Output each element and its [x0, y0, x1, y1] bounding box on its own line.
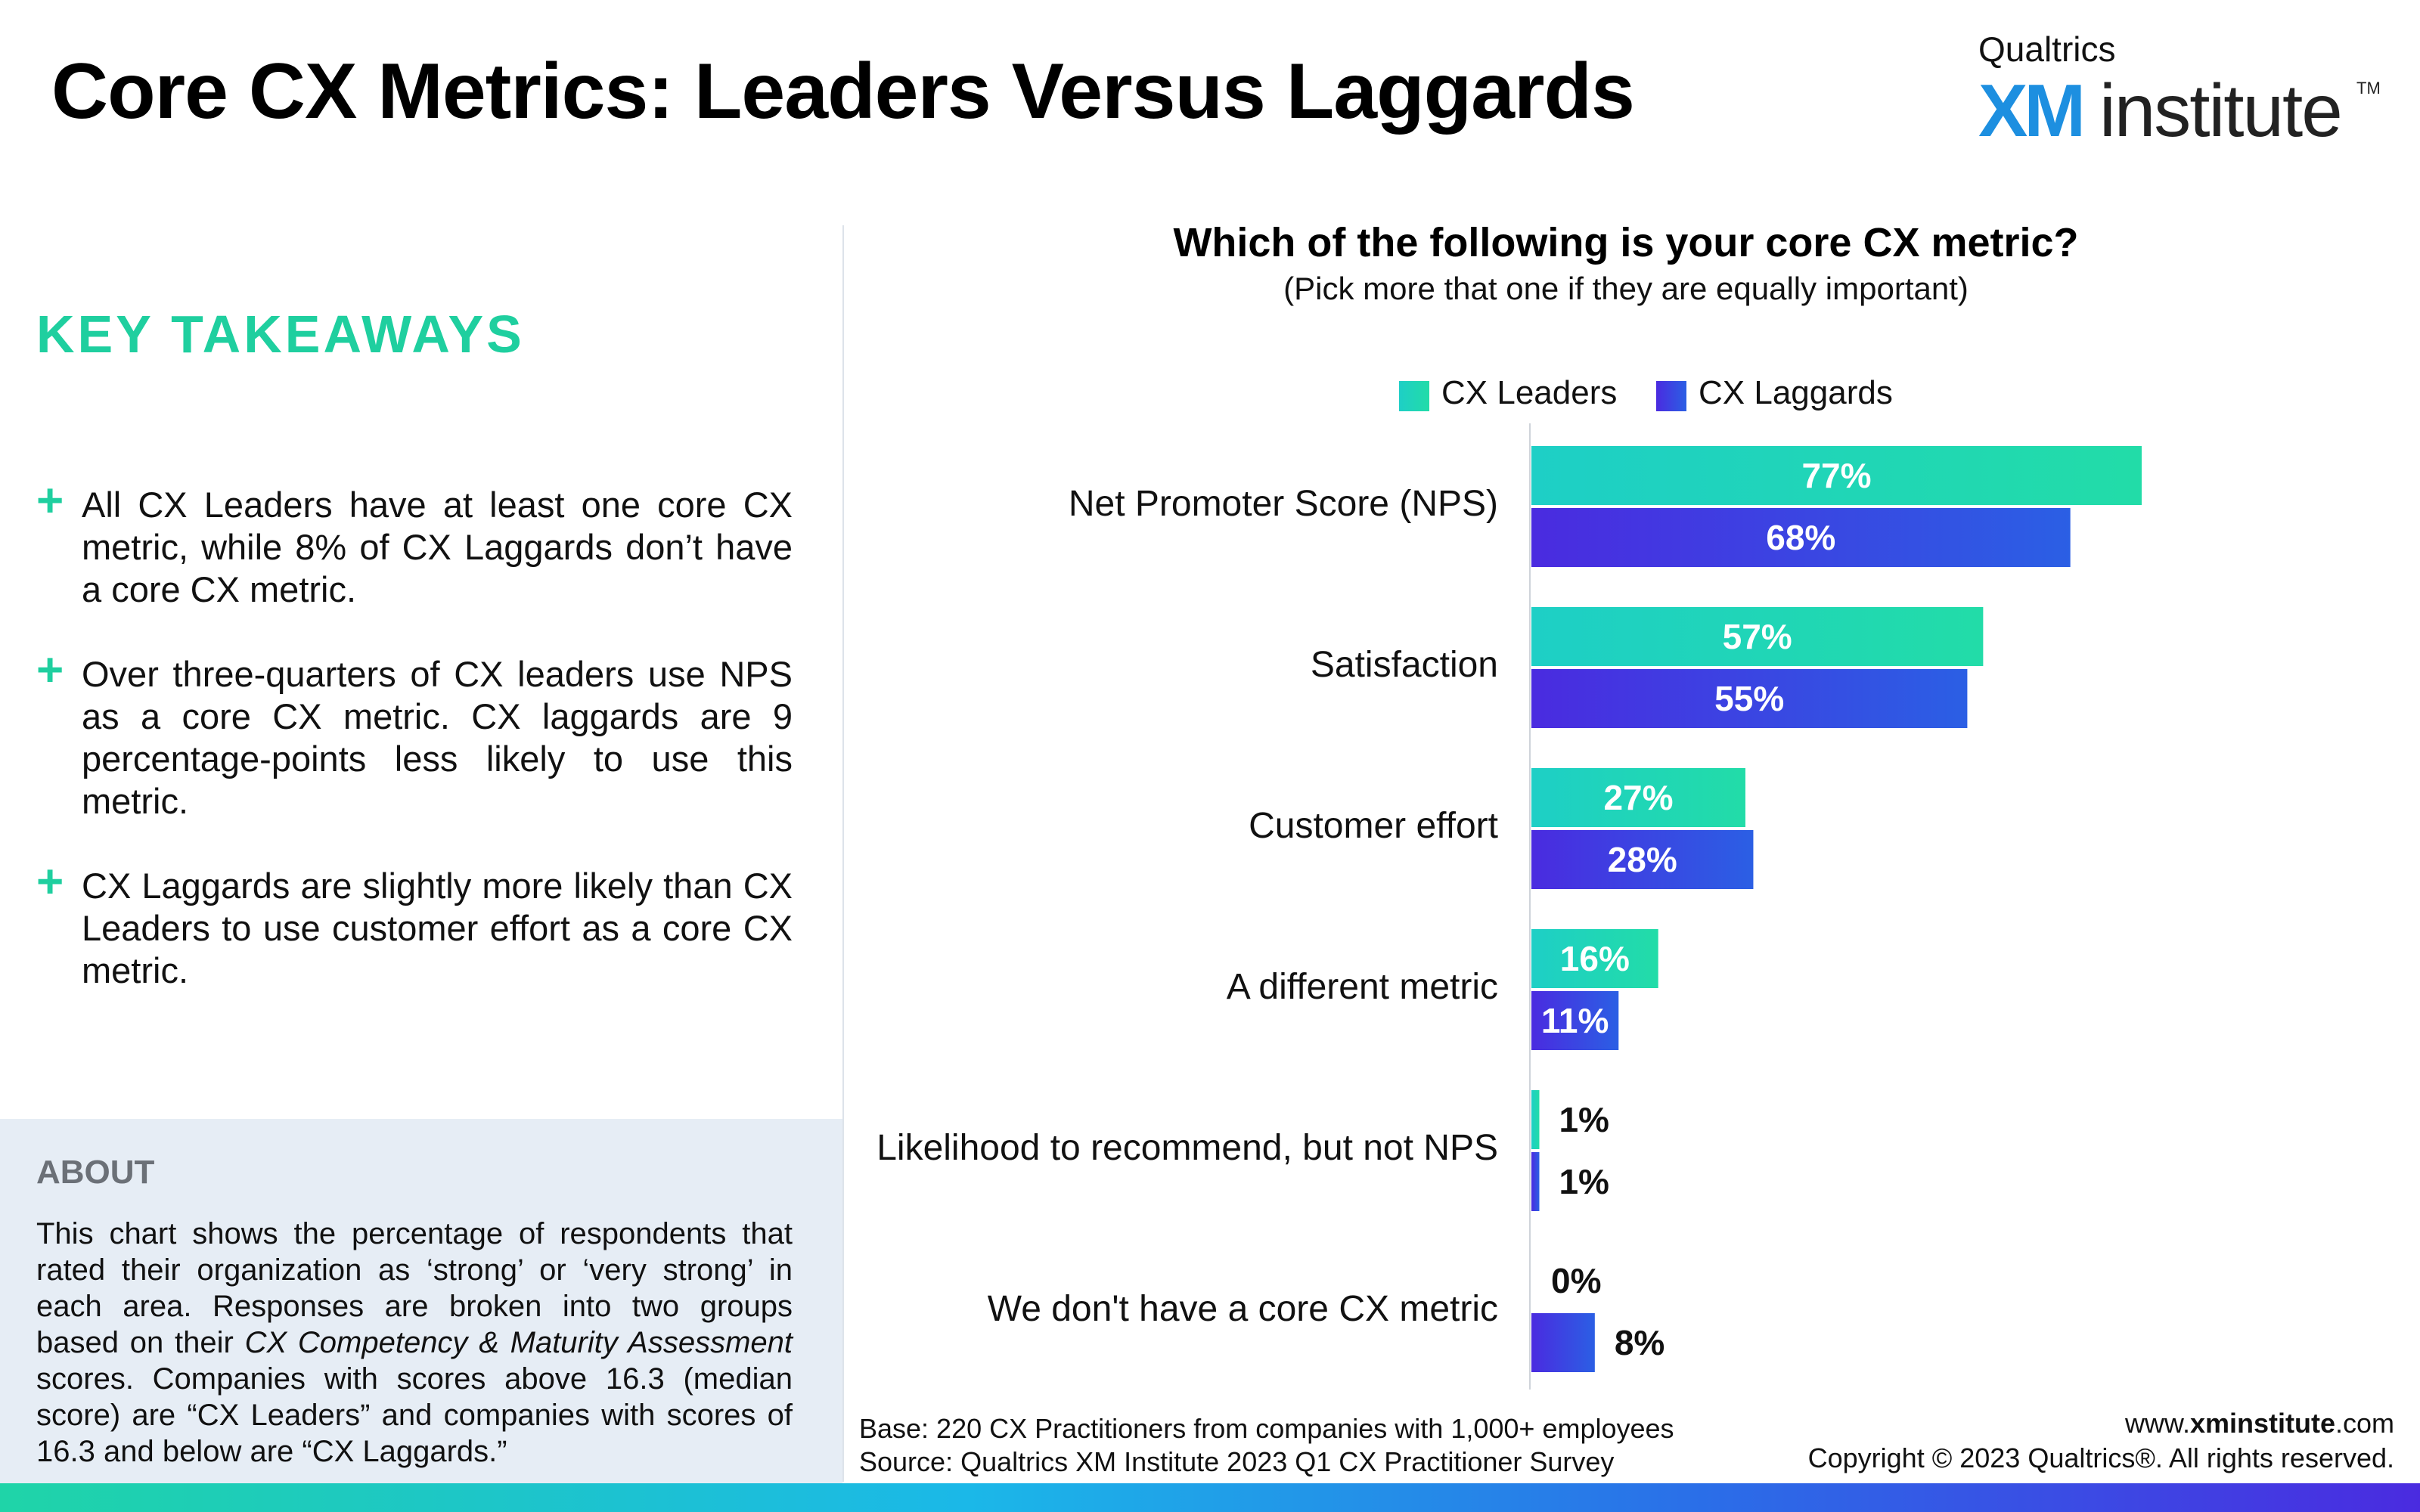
plus-icon: + [36, 856, 64, 908]
bar-laggards [1531, 508, 2071, 567]
footnote-base: Base: 220 CX Practitioners from companie… [859, 1413, 1674, 1444]
key-takeaways-heading: KEY TAKEAWAYS [36, 305, 525, 364]
about-text-part: This chart shows the percentage of respo… [36, 1217, 793, 1359]
url-prefix: www. [2124, 1408, 2190, 1439]
data-label: 1% [1559, 1100, 1609, 1139]
chart-title: Which of the following is your core CX m… [1173, 220, 2079, 265]
vertical-divider [842, 225, 844, 1482]
category-label: A different metric [1227, 967, 1498, 1007]
bar-laggards [1531, 669, 1968, 728]
key-takeaways-list: + All CX Leaders have at least one core … [36, 478, 793, 1034]
bottom-gradient-bar [0, 1483, 2420, 1512]
chart-footnote: Base: 220 CX Practitioners from companie… [859, 1412, 1674, 1479]
category-label: Net Promoter Score (NPS) [1069, 484, 1498, 524]
legend-swatch-leaders [1399, 381, 1429, 411]
category-label: We don't have a core CX metric [988, 1289, 1498, 1329]
data-label: 11% [1541, 1001, 1609, 1040]
url-suffix: .com [2335, 1408, 2394, 1439]
data-label: 57% [1723, 617, 1792, 656]
logo-brand-text: Qualtrics [1978, 29, 2116, 69]
data-label: 8% [1615, 1323, 1665, 1362]
bar-laggards [1531, 830, 1754, 889]
logo-trademark: TM [2356, 79, 2381, 98]
bar-laggards [1531, 1313, 1595, 1372]
bar-leaders [1531, 446, 2142, 505]
footnote-source: Source: Qualtrics XM Institute 2023 Q1 C… [859, 1446, 1615, 1477]
takeaway-item: + CX Laggards are slightly more likely t… [36, 859, 793, 992]
bar-leaders [1531, 607, 1984, 666]
footer-right: www.xminstitute.com Copyright © 2023 Qua… [1808, 1406, 2394, 1476]
data-label: 55% [1714, 679, 1784, 718]
category-label: Satisfaction [1311, 645, 1498, 685]
legend-label-laggards: CX Laggards [1699, 374, 1893, 411]
page-title: Core CX Metrics: Leaders Versus Laggards [51, 48, 1635, 135]
about-panel: ABOUT This chart shows the percentage of… [0, 1119, 842, 1485]
about-text-part: scores. Companies with scores above 16.3… [36, 1362, 793, 1468]
takeaway-text: Over three-quarters of CX leaders use NP… [82, 654, 793, 821]
takeaway-text: CX Laggards are slightly more likely tha… [82, 866, 793, 990]
bar-laggards [1531, 1152, 1540, 1211]
bar-chart: Net Promoter Score (NPS) 77% 68% Satisfacti… [876, 423, 2142, 1390]
url-domain: xminstitute [2189, 1408, 2335, 1439]
takeaway-item: + Over three-quarters of CX leaders use … [36, 647, 793, 823]
data-label: 1% [1559, 1162, 1609, 1201]
bar-leaders [1531, 929, 1658, 988]
about-text: This chart shows the percentage of respo… [36, 1216, 793, 1470]
data-label: 16% [1560, 939, 1630, 978]
legend-swatch-laggards [1656, 381, 1686, 411]
about-text-italic: CX Competency & Maturity Assessment [244, 1326, 793, 1359]
bar-laggards [1531, 991, 1619, 1050]
takeaway-item: + All CX Leaders have at least one core … [36, 478, 793, 611]
data-label: 77% [1801, 456, 1871, 495]
chart-subtitle: (Pick more that one if they are equally … [1283, 271, 1969, 306]
category-label: Customer effort [1249, 806, 1498, 846]
plus-icon: + [36, 644, 64, 696]
bar-leaders [1531, 1090, 1540, 1149]
copyright-text: Copyright © 2023 Qualtrics®. All rights … [1807, 1442, 2394, 1473]
data-label: 27% [1603, 778, 1673, 817]
legend-label-leaders: CX Leaders [1441, 374, 1618, 411]
data-label: 0% [1551, 1261, 1601, 1300]
bar-leaders [1531, 768, 1745, 827]
website-link[interactable]: www.xminstitute.com [1808, 1406, 2394, 1441]
qualtrics-xm-institute-logo: Qualtrics XM institute TM [1978, 29, 2387, 152]
data-label: 28% [1608, 840, 1677, 879]
data-label: 68% [1766, 518, 1835, 557]
logo-xm-text: XM [1978, 69, 2086, 152]
about-heading: ABOUT [36, 1154, 155, 1191]
plus-icon: + [36, 475, 64, 527]
logo-institute-text: institute [2099, 69, 2343, 152]
takeaway-text: All CX Leaders have at least one core CX… [82, 485, 793, 609]
category-label: Likelihood to recommend, but not NPS [876, 1128, 1498, 1168]
